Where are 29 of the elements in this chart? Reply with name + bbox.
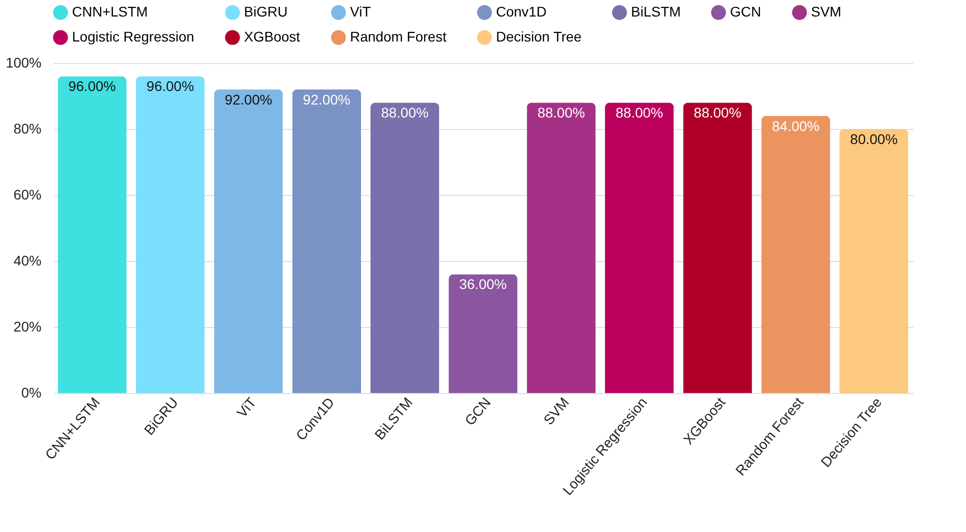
y-tick-label: 80% (13, 120, 42, 136)
data-label: 92.00% (302, 91, 350, 108)
legend-label: Decision Tree (496, 28, 582, 44)
data-label: 36.00% (459, 276, 507, 292)
legend-label: XGBoost (244, 28, 300, 44)
legend-label: Conv1D (496, 4, 547, 20)
legend-label: Logistic Regression (72, 28, 194, 44)
data-label: 88.00% (537, 104, 585, 121)
y-tick-label: 40% (13, 252, 42, 268)
data-label: 88.00% (616, 104, 664, 121)
legend-label: BiGRU (244, 4, 288, 20)
y-tick-label: 60% (13, 186, 42, 202)
y-tick-label: 0% (21, 384, 42, 400)
legend-label: SVM (811, 4, 842, 20)
legend-label: ViT (350, 4, 372, 20)
data-label: 92.00% (224, 91, 272, 108)
legend-label: GCN (730, 4, 762, 20)
legend-label: Random Forest (350, 28, 447, 44)
data-label: 88.00% (381, 104, 429, 121)
x-tick-label: ViT (234, 394, 260, 420)
y-tick-label: 100% (6, 54, 42, 70)
y-tick-label: 20% (13, 318, 42, 334)
data-label: 80.00% (850, 131, 898, 147)
data-label: 88.00% (694, 104, 742, 121)
data-label: 96.00% (68, 78, 116, 94)
legend-label: BiLSTM (631, 4, 681, 20)
data-label: 96.00% (146, 78, 194, 94)
legend-label: CNN+LSTM (72, 4, 148, 20)
data-label: 84.00% (772, 118, 820, 134)
